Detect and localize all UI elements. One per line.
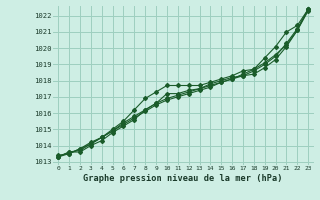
X-axis label: Graphe pression niveau de la mer (hPa): Graphe pression niveau de la mer (hPa) — [84, 174, 283, 183]
